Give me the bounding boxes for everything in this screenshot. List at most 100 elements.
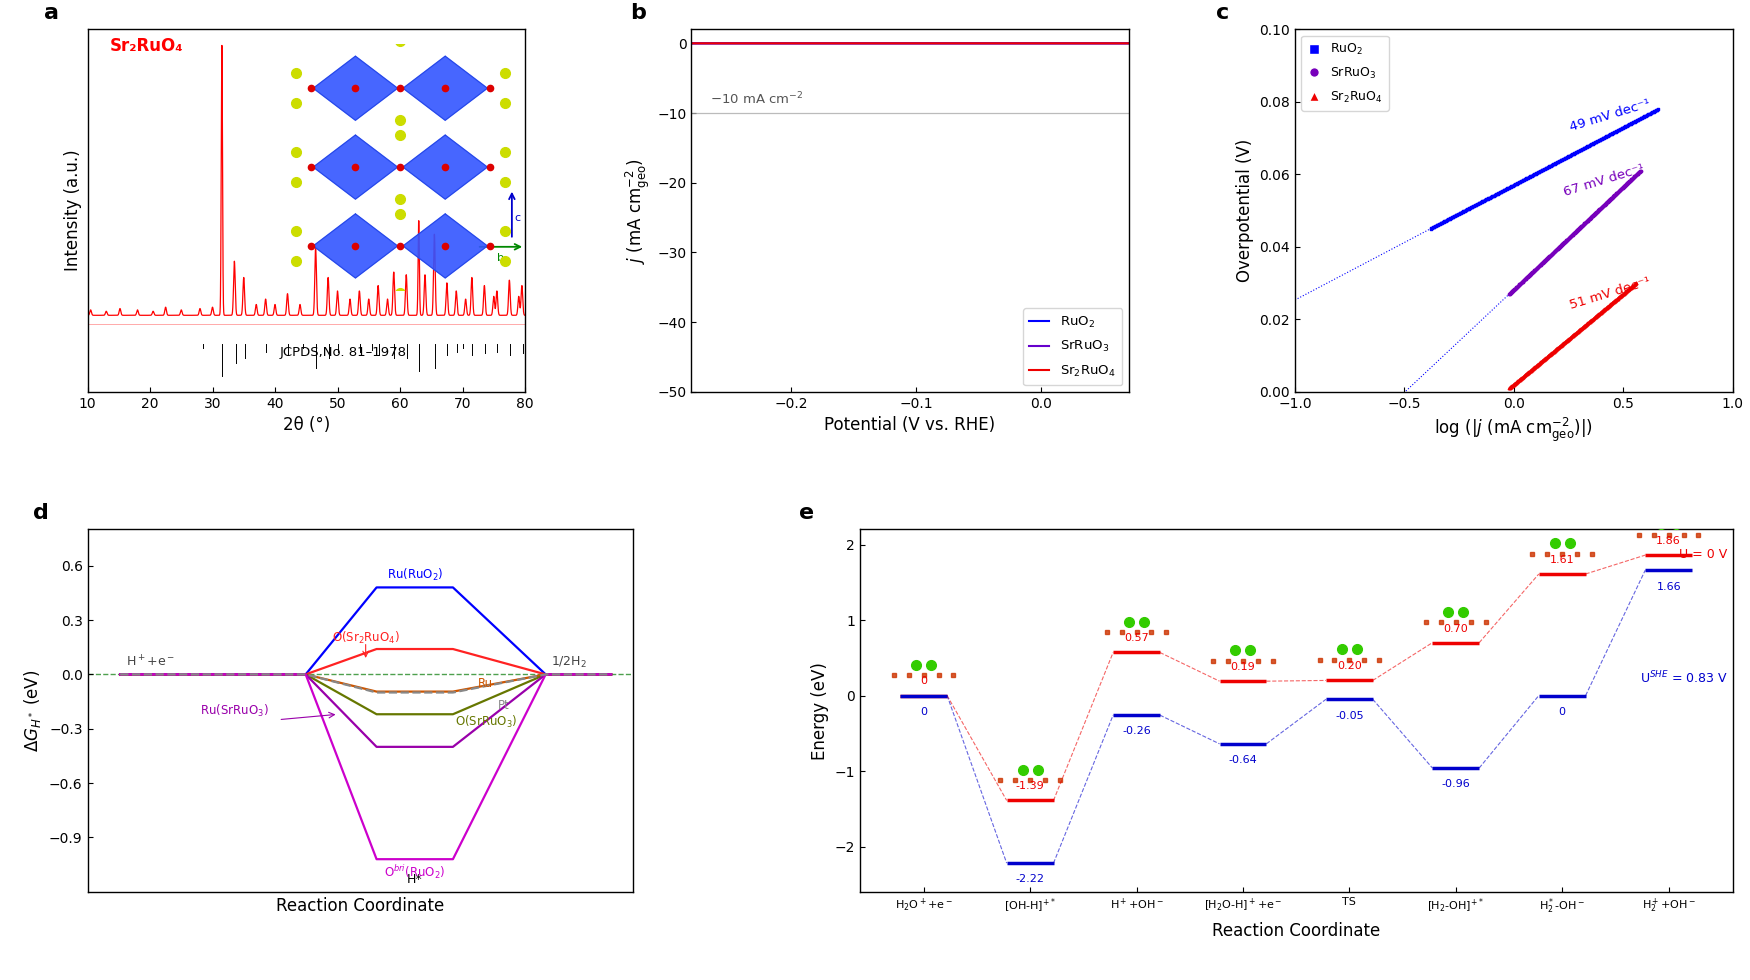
Point <box>1544 341 1572 357</box>
Point <box>1573 317 1601 332</box>
Point <box>1643 102 1671 118</box>
Point <box>1458 199 1486 215</box>
Point <box>1475 190 1503 206</box>
Point <box>1561 225 1589 241</box>
Point <box>1516 268 1544 283</box>
Point <box>1558 329 1586 345</box>
Point <box>1598 296 1626 312</box>
Point <box>1440 209 1468 224</box>
Point <box>1526 258 1554 273</box>
Point <box>1598 295 1626 311</box>
Point <box>1519 264 1547 279</box>
Point <box>1535 159 1563 174</box>
Point <box>1536 346 1564 362</box>
Text: 51 mV dec⁻¹: 51 mV dec⁻¹ <box>1568 274 1652 312</box>
Point <box>1554 149 1582 165</box>
Y-axis label: $\Delta G_{H^*}$ (eV): $\Delta G_{H^*}$ (eV) <box>23 669 44 752</box>
Point <box>1572 139 1600 155</box>
Point <box>1554 148 1582 164</box>
Point <box>1512 367 1540 382</box>
Point <box>1552 333 1580 349</box>
Point <box>1500 281 1528 297</box>
Point <box>1549 152 1577 168</box>
SrRuO$_3$ <box>1026 37 1046 49</box>
Text: 0.20: 0.20 <box>1337 662 1362 671</box>
Point <box>1608 286 1636 302</box>
Point <box>1493 181 1521 197</box>
Point <box>1561 326 1589 342</box>
Point <box>1472 192 1500 208</box>
Point <box>1575 211 1603 226</box>
Point <box>1594 298 1622 314</box>
Point <box>1498 283 1526 299</box>
Point <box>1521 360 1549 375</box>
Point <box>1558 227 1586 243</box>
Point <box>1601 293 1629 309</box>
Point <box>1496 285 1524 301</box>
Point <box>1540 244 1568 260</box>
Point <box>1500 376 1528 392</box>
Point <box>1601 186 1629 202</box>
Point <box>1622 167 1650 182</box>
Point <box>1540 156 1568 171</box>
Point <box>1620 169 1648 184</box>
Point <box>1519 265 1547 280</box>
Point <box>1572 215 1600 230</box>
Point <box>1544 240 1572 256</box>
Point <box>1531 161 1559 176</box>
Point <box>1568 142 1596 158</box>
Point <box>1430 214 1458 229</box>
Point <box>1558 227 1586 243</box>
Point <box>1563 144 1591 160</box>
Point <box>1517 168 1545 183</box>
Point <box>1591 129 1619 145</box>
Point <box>1606 288 1634 304</box>
Point <box>1549 151 1577 167</box>
Point <box>1552 149 1580 165</box>
Point <box>1566 220 1594 235</box>
Point <box>1640 103 1668 119</box>
Point <box>1454 201 1482 217</box>
Point <box>1620 114 1648 129</box>
Text: U = 0 V: U = 0 V <box>1678 548 1727 562</box>
Point <box>1573 213 1601 228</box>
Point <box>1540 245 1568 261</box>
Point <box>1505 174 1533 190</box>
Point <box>1554 231 1582 247</box>
Point <box>1438 210 1466 225</box>
Point <box>1514 270 1542 285</box>
Point <box>1545 339 1573 355</box>
Point <box>1619 278 1647 294</box>
Point <box>1526 164 1554 179</box>
Point <box>1570 318 1598 334</box>
Point <box>1528 354 1556 369</box>
Point <box>1614 118 1641 133</box>
Point <box>1519 361 1547 376</box>
Point <box>1586 202 1614 218</box>
Point <box>1572 317 1600 332</box>
Point <box>1596 126 1624 142</box>
Point <box>1472 192 1500 208</box>
Point <box>1535 347 1563 363</box>
X-axis label: log ($|j$ (mA cm$^{-2}_{\mathrm{geo}}$)$|$): log ($|j$ (mA cm$^{-2}_{\mathrm{geo}}$)$… <box>1435 416 1593 445</box>
Point <box>1521 166 1549 181</box>
Point <box>1559 226 1587 242</box>
Point <box>1502 375 1530 391</box>
Point <box>1563 144 1591 160</box>
Point <box>1494 180 1522 196</box>
Point <box>1510 272 1538 288</box>
Point <box>1598 295 1626 311</box>
Point <box>1514 171 1542 186</box>
Point <box>1530 255 1558 270</box>
Point <box>1617 172 1645 187</box>
Point <box>1563 325 1591 341</box>
Point <box>1496 379 1524 395</box>
Point <box>1622 113 1650 128</box>
Point <box>1449 204 1477 220</box>
Point <box>1489 182 1517 198</box>
Point <box>1524 260 1552 275</box>
Point <box>1430 214 1458 229</box>
Point <box>1584 203 1612 219</box>
Point <box>1640 104 1668 120</box>
Point <box>1533 251 1561 267</box>
